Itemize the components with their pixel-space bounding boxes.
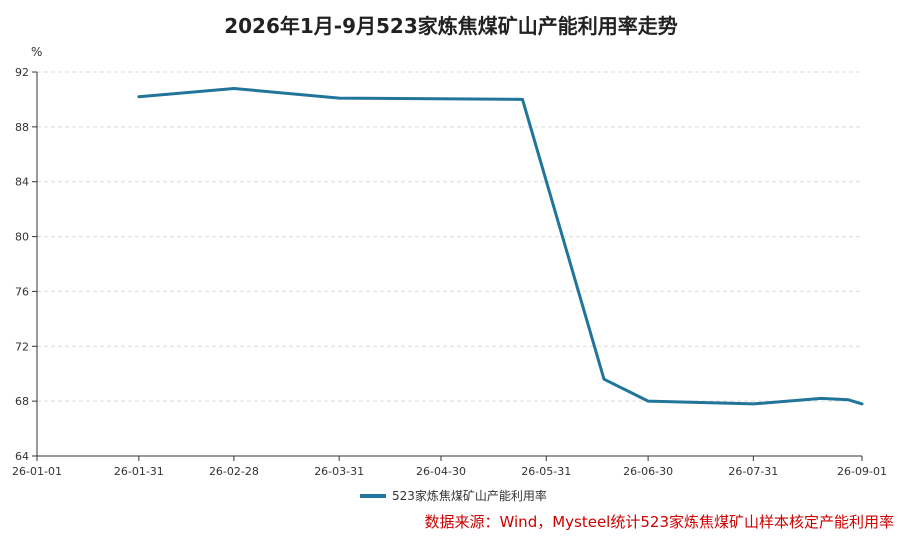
y-tick-label: 92 (15, 66, 29, 79)
series-lines (137, 87, 864, 406)
series-line (137, 87, 864, 406)
legend-swatch (360, 493, 386, 498)
y-axis-unit-label: % (31, 45, 42, 59)
x-tick-label: 26-06-30 (623, 465, 673, 478)
y-tick-label: 72 (15, 340, 29, 353)
source-note: 数据来源：Wind，Mysteel统计523家炼焦煤矿山样本核定产能利用率 (424, 513, 894, 531)
x-tick-label: 26-07-31 (728, 465, 778, 478)
y-tick-label: 68 (15, 395, 29, 408)
y-tick-label: 80 (15, 231, 29, 244)
x-tick-label: 26-05-31 (521, 465, 571, 478)
tick-labels: 64 68 72 76 80 84 88 92 26-01-01 26-01-31 26-02-28… (12, 66, 887, 478)
legend: 523家炼焦煤矿山产能利用率 (360, 487, 547, 504)
x-tick-label: 26-02-28 (209, 465, 259, 478)
y-tick-label: 76 (15, 285, 29, 298)
legend-label: 523家炼焦煤矿山产能利用率 (392, 489, 547, 503)
x-tick-label: 26-01-31 (114, 465, 164, 478)
y-tick-label: 64 (15, 450, 29, 463)
x-tick-label: 26-03-31 (314, 465, 364, 478)
y-tick-label: 88 (15, 121, 29, 134)
axes (32, 71, 863, 461)
gridlines (37, 71, 862, 402)
x-tick-label: 26-01-01 (12, 465, 62, 478)
chart-title: 2026年1月-9月523家炼焦煤矿山产能利用率走势 (224, 14, 678, 38)
y-tick-label: 84 (15, 176, 29, 189)
x-tick-label: 26-09-01 (837, 465, 887, 478)
x-tick-label: 26-04-30 (416, 465, 466, 478)
